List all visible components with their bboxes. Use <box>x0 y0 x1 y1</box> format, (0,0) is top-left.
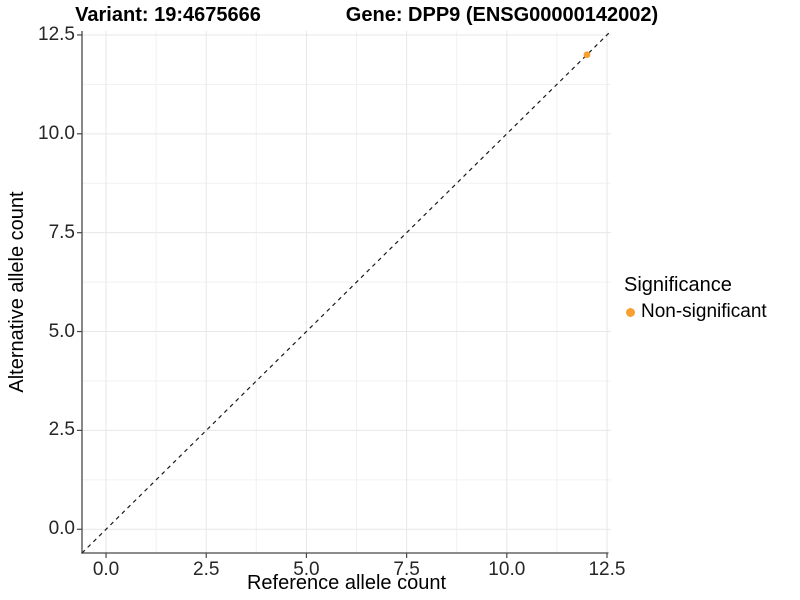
point-marker-icon <box>626 307 635 317</box>
legend-item: Non-significant <box>624 301 767 323</box>
x-tick-label: 10.0 <box>488 559 526 580</box>
legend-item-label: Non-significant <box>641 301 767 322</box>
y-tick-label: 5.0 <box>48 320 75 342</box>
data-point <box>583 51 591 59</box>
x-tick-label: 7.5 <box>393 559 420 580</box>
identity-dashed-line <box>81 30 612 554</box>
legend: Significance Non-significant <box>624 274 767 323</box>
gene-title: Gene: DPP9 (ENSG00000142002) <box>345 4 659 26</box>
x-tick-label: 0.0 <box>92 559 120 580</box>
y-tick-label: 10.0 <box>38 122 75 144</box>
y-tick-label: 2.5 <box>48 419 75 441</box>
y-tick-label: 0.0 <box>48 518 75 540</box>
y-axis-title: Alternative allele count <box>6 191 28 393</box>
legend-title: Significance <box>624 274 732 296</box>
y-tick-label: 12.5 <box>38 23 75 45</box>
variant-title: Variant: 19:4675666 <box>75 4 261 26</box>
x-tick-label: 2.5 <box>193 559 220 580</box>
x-tick-label: 12.5 <box>588 559 626 580</box>
x-tick-label: 5.0 <box>293 559 320 580</box>
y-tick-label: 7.5 <box>48 221 75 243</box>
x-axis-title: Reference allele count <box>246 572 446 594</box>
